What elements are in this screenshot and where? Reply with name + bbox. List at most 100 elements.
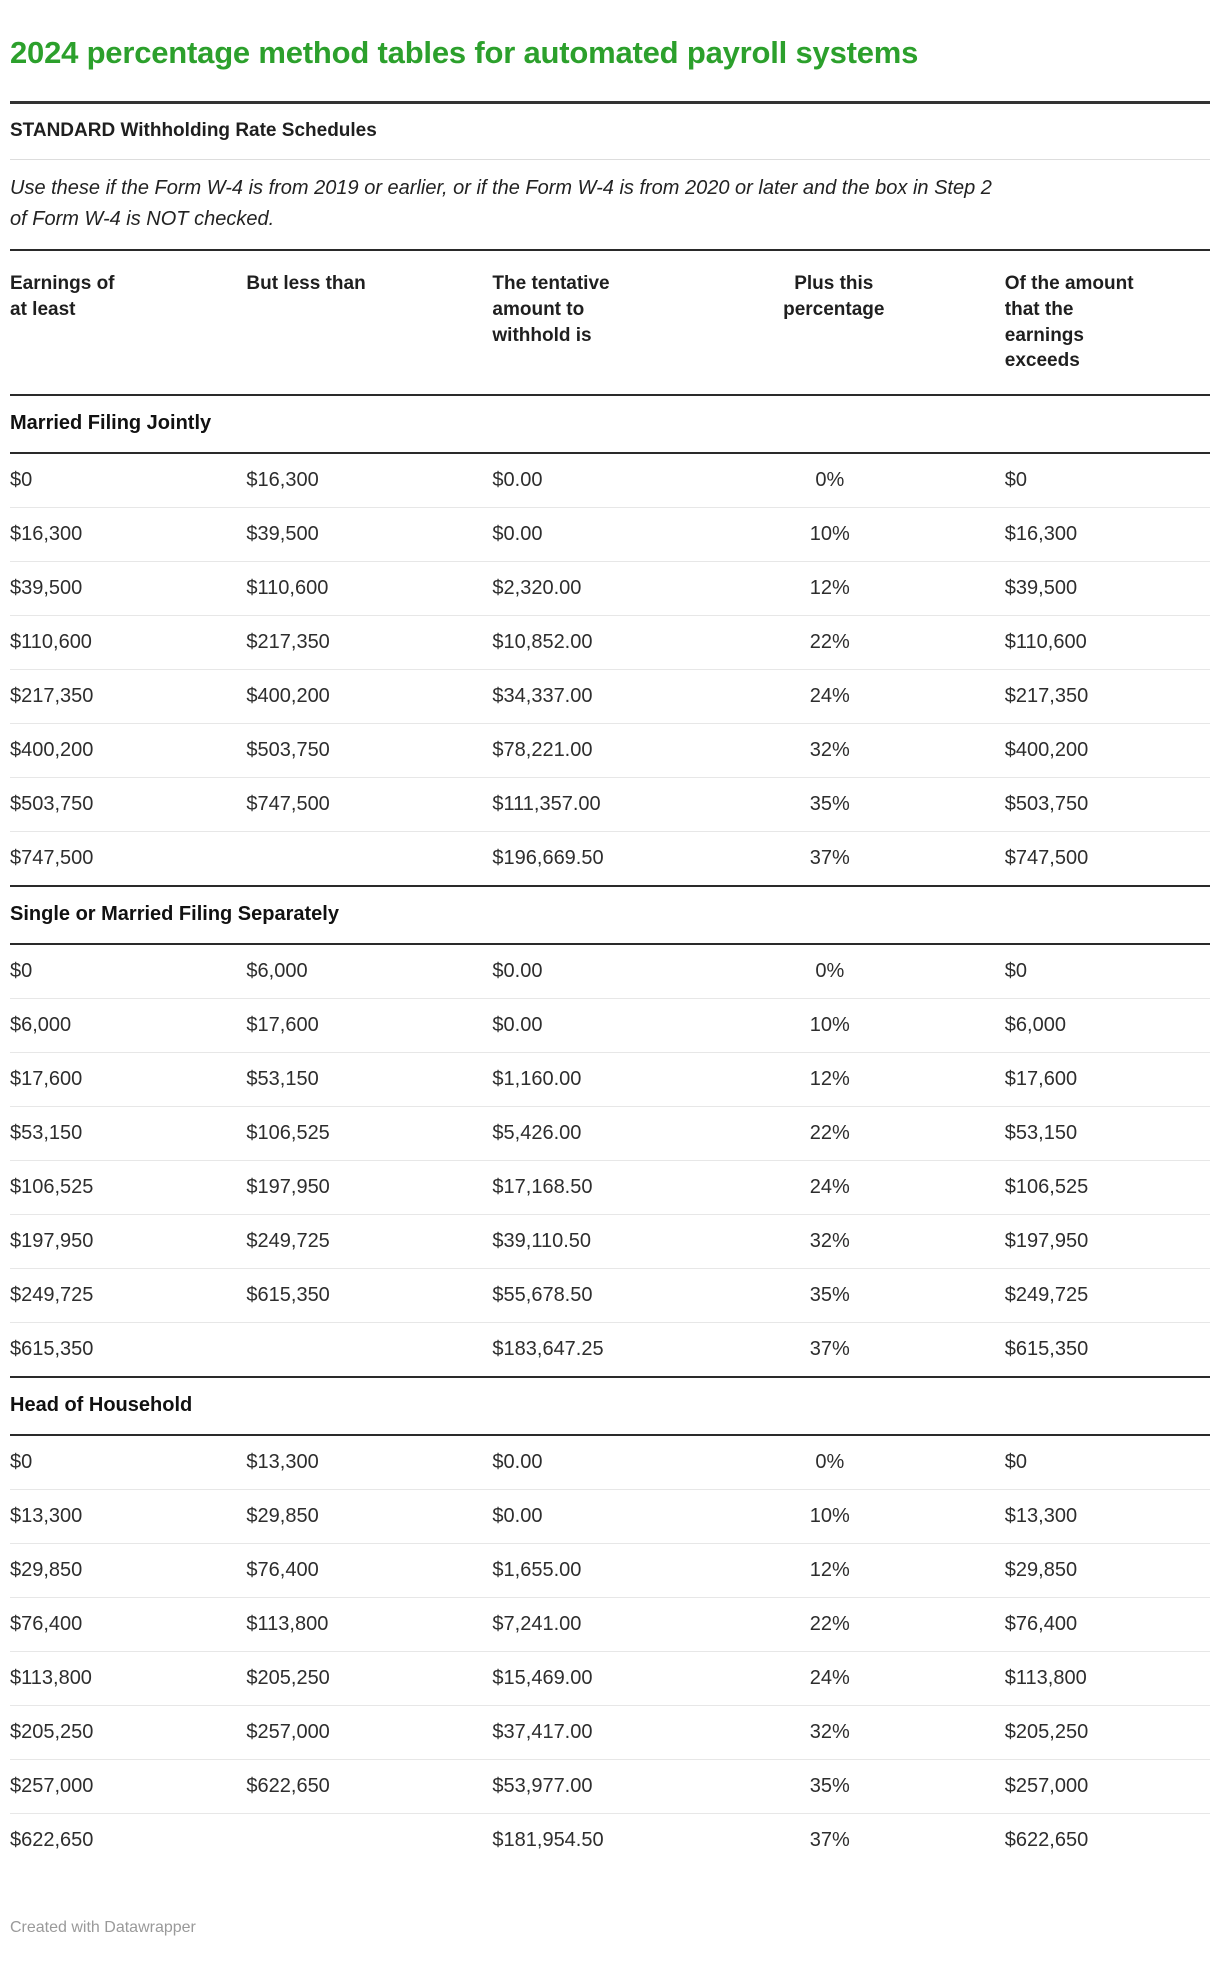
cell-but-less-than: $205,250 [246,1651,493,1706]
cell-but-less-than: $217,350 [246,615,493,670]
cell-plus-percentage: 37% [662,831,1005,886]
table-row: $76,400 $113,800 $7,241.00 22% $76,400 [10,1597,1210,1652]
cell-amount-exceeds: $217,350 [1004,669,1210,724]
cell-but-less-than [246,831,493,886]
section-header-label: Head of Household [10,1376,1210,1436]
table-row: $205,250 $257,000 $37,417.00 32% $205,250 [10,1705,1210,1760]
cell-amount-exceeds: $400,200 [1004,723,1210,778]
cell-plus-percentage: 35% [662,777,1005,832]
cell-amount-exceeds: $113,800 [1004,1651,1210,1706]
cell-but-less-than [246,1322,493,1377]
column-header-row: Earnings of at least But less than The t… [10,250,1210,396]
cell-tentative-amount: $181,954.50 [492,1813,663,1867]
cell-amount-exceeds: $110,600 [1004,615,1210,670]
table-row: $110,600 $217,350 $10,852.00 22% $110,600 [10,615,1210,670]
section-header-row: Married Filing Jointly [10,394,1210,454]
schedule-heading: STANDARD Withholding Rate Schedules [10,119,377,141]
cell-plus-percentage: 0% [662,943,1005,999]
cell-earnings-at-least: $113,800 [10,1651,247,1706]
cell-but-less-than: $53,150 [246,1052,493,1107]
cell-earnings-at-least: $0 [10,1434,247,1490]
cell-plus-percentage: 10% [662,507,1005,562]
cell-earnings-at-least: $106,525 [10,1160,247,1215]
cell-but-less-than: $747,500 [246,777,493,832]
table-row: $0 $16,300 $0.00 0% $0 [10,452,1210,508]
col-header-but-less-than-label: But less than [246,273,366,295]
cell-amount-exceeds: $622,650 [1004,1813,1210,1867]
cell-earnings-at-least: $110,600 [10,615,247,670]
table-row: $622,650 $181,954.50 37% $622,650 [10,1813,1210,1867]
title-divider [10,100,1210,104]
cell-tentative-amount: $1,655.00 [492,1543,663,1598]
cell-tentative-amount: $7,241.00 [492,1597,663,1652]
cell-tentative-amount: $5,426.00 [492,1106,663,1161]
cell-but-less-than: $197,950 [246,1160,493,1215]
cell-plus-percentage: 22% [662,1597,1005,1652]
cell-but-less-than: $29,850 [246,1489,493,1544]
cell-plus-percentage: 12% [662,1052,1005,1107]
col-header-plus-percentage: Plus this percentage [662,250,1005,396]
cell-amount-exceeds: $747,500 [1004,831,1210,886]
cell-amount-exceeds: $197,950 [1004,1214,1210,1269]
cell-tentative-amount: $0.00 [492,507,663,562]
cell-but-less-than: $400,200 [246,669,493,724]
cell-plus-percentage: 0% [662,452,1005,508]
section-header-label: Single or Married Filing Separately [10,885,1210,945]
cell-earnings-at-least: $29,850 [10,1543,247,1598]
cell-amount-exceeds: $249,725 [1004,1268,1210,1323]
cell-but-less-than: $110,600 [246,561,493,616]
col-header-amount-exceeds: Of the amount that the earnings exceeds [1004,250,1210,396]
col-header-but-less-than: But less than [246,250,493,396]
cell-but-less-than: $13,300 [246,1434,493,1490]
section-header-row: Head of Household [10,1376,1210,1436]
cell-but-less-than: $615,350 [246,1268,493,1323]
col-header-amount-exceeds-label: Of the amount that the earnings exceeds [1004,273,1134,372]
col-header-tentative-amount: The tentative amount to withhold is [492,250,663,396]
table-row: $400,200 $503,750 $78,221.00 32% $400,200 [10,723,1210,778]
cell-plus-percentage: 22% [662,1106,1005,1161]
cell-but-less-than: $106,525 [246,1106,493,1161]
table-row: $29,850 $76,400 $1,655.00 12% $29,850 [10,1543,1210,1598]
table-row: $747,500 $196,669.50 37% $747,500 [10,831,1210,886]
cell-tentative-amount: $53,977.00 [492,1759,663,1814]
cell-plus-percentage: 10% [662,998,1005,1053]
table-row: $503,750 $747,500 $111,357.00 35% $503,750 [10,777,1210,832]
cell-amount-exceeds: $503,750 [1004,777,1210,832]
cell-but-less-than: $6,000 [246,943,493,999]
cell-but-less-than: $503,750 [246,723,493,778]
cell-amount-exceeds: $13,300 [1004,1489,1210,1544]
cell-plus-percentage: 37% [662,1813,1005,1867]
cell-earnings-at-least: $16,300 [10,507,247,562]
cell-plus-percentage: 35% [662,1268,1005,1323]
cell-tentative-amount: $0.00 [492,1434,663,1490]
col-header-earnings-at-least-label: Earnings of at least [10,273,115,321]
cell-plus-percentage: 24% [662,669,1005,724]
cell-plus-percentage: 22% [662,615,1005,670]
table-row: $197,950 $249,725 $39,110.50 32% $197,950 [10,1214,1210,1269]
cell-but-less-than: $249,725 [246,1214,493,1269]
table-row: $249,725 $615,350 $55,678.50 35% $249,725 [10,1268,1210,1323]
table-row: $17,600 $53,150 $1,160.00 12% $17,600 [10,1052,1210,1107]
cell-tentative-amount: $2,320.00 [492,561,663,616]
cell-amount-exceeds: $76,400 [1004,1597,1210,1652]
section-header-row: Single or Married Filing Separately [10,885,1210,945]
cell-earnings-at-least: $13,300 [10,1489,247,1544]
cell-earnings-at-least: $400,200 [10,723,247,778]
cell-tentative-amount: $15,469.00 [492,1651,663,1706]
table-row: $615,350 $183,647.25 37% $615,350 [10,1322,1210,1377]
cell-earnings-at-least: $17,600 [10,1052,247,1107]
table-row: $0 $13,300 $0.00 0% $0 [10,1434,1210,1490]
cell-amount-exceeds: $0 [1004,452,1210,508]
page-title: 2024 percentage method tables for automa… [10,35,919,70]
table-row: $39,500 $110,600 $2,320.00 12% $39,500 [10,561,1210,616]
attribution: Created with Datawrapper [10,1919,196,1936]
col-header-tentative-amount-label: The tentative amount to withhold is [492,273,610,346]
cell-earnings-at-least: $503,750 [10,777,247,832]
cell-but-less-than [246,1813,493,1867]
cell-plus-percentage: 24% [662,1651,1005,1706]
cell-earnings-at-least: $205,250 [10,1705,247,1760]
description: Use these if the Form W-4 is from 2019 o… [10,177,992,231]
cell-earnings-at-least: $0 [10,452,247,508]
cell-plus-percentage: 24% [662,1160,1005,1215]
cell-amount-exceeds: $53,150 [1004,1106,1210,1161]
